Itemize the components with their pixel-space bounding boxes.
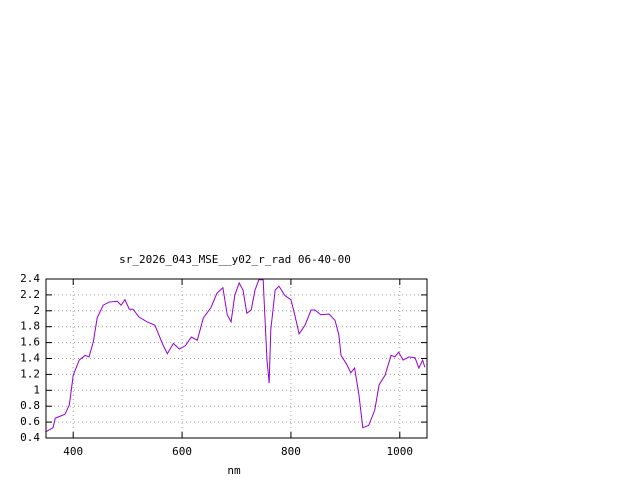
- x-tick-label: 800: [281, 445, 301, 458]
- y-tick-label: 2.2: [20, 288, 40, 301]
- x-tick-label: 1000: [387, 445, 414, 458]
- y-tick-label: 1.4: [20, 352, 40, 365]
- y-tick-label: 1: [33, 383, 40, 396]
- y-tick-label: 0.6: [20, 415, 40, 428]
- x-tick-label: 400: [63, 445, 83, 458]
- y-tick-label: 2: [33, 304, 40, 317]
- x-tick-label: 600: [172, 445, 192, 458]
- chart-title: sr_2026_043_MSE__y02_r_rad 06-40-00: [119, 253, 351, 266]
- y-tick-label: 1.6: [20, 336, 40, 349]
- y-tick-label: 1.2: [20, 367, 40, 380]
- data-line: [45, 279, 426, 433]
- y-tick-label: 2.4: [20, 272, 40, 285]
- y-tick-label: 0.4: [20, 431, 40, 444]
- y-tick-label: 0.8: [20, 399, 40, 412]
- y-tick-label: 1.8: [20, 320, 40, 333]
- plot-border: [45, 278, 428, 439]
- x-axis-label: nm: [227, 464, 241, 477]
